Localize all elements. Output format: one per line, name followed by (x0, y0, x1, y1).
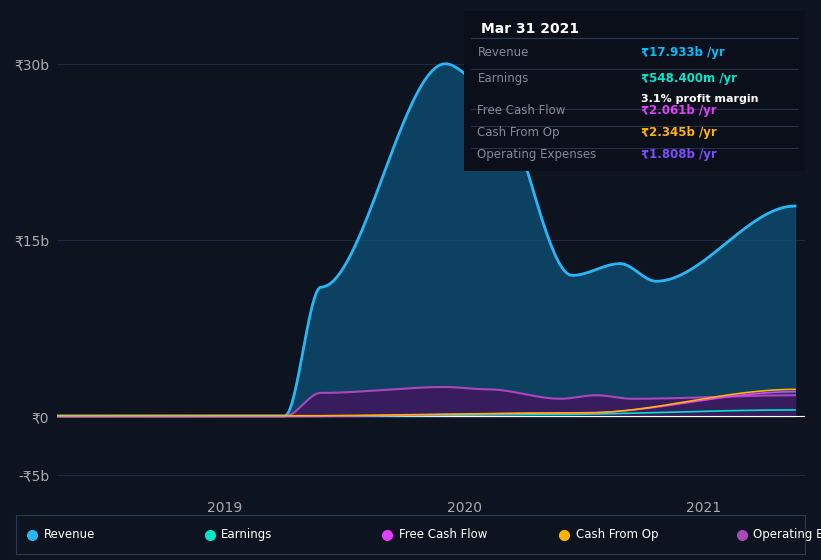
Text: Operating Expenses: Operating Expenses (754, 528, 821, 542)
Text: ₹2.061b /yr: ₹2.061b /yr (641, 104, 717, 116)
Text: Free Cash Flow: Free Cash Flow (478, 104, 566, 116)
Text: Free Cash Flow: Free Cash Flow (399, 528, 487, 542)
Text: ₹17.933b /yr: ₹17.933b /yr (641, 46, 725, 59)
Text: Mar 31 2021: Mar 31 2021 (481, 22, 579, 36)
Text: Cash From Op: Cash From Op (478, 126, 560, 139)
Text: Cash From Op: Cash From Op (576, 528, 658, 542)
Text: ₹1.808b /yr: ₹1.808b /yr (641, 148, 717, 161)
Text: Earnings: Earnings (478, 72, 529, 85)
Text: Operating Expenses: Operating Expenses (478, 148, 597, 161)
Text: ₹2.345b /yr: ₹2.345b /yr (641, 126, 717, 139)
Text: Revenue: Revenue (44, 528, 95, 542)
Text: Earnings: Earnings (222, 528, 273, 542)
Text: ₹548.400m /yr: ₹548.400m /yr (641, 72, 737, 85)
Text: Revenue: Revenue (478, 46, 529, 59)
Text: 3.1% profit margin: 3.1% profit margin (641, 94, 759, 104)
